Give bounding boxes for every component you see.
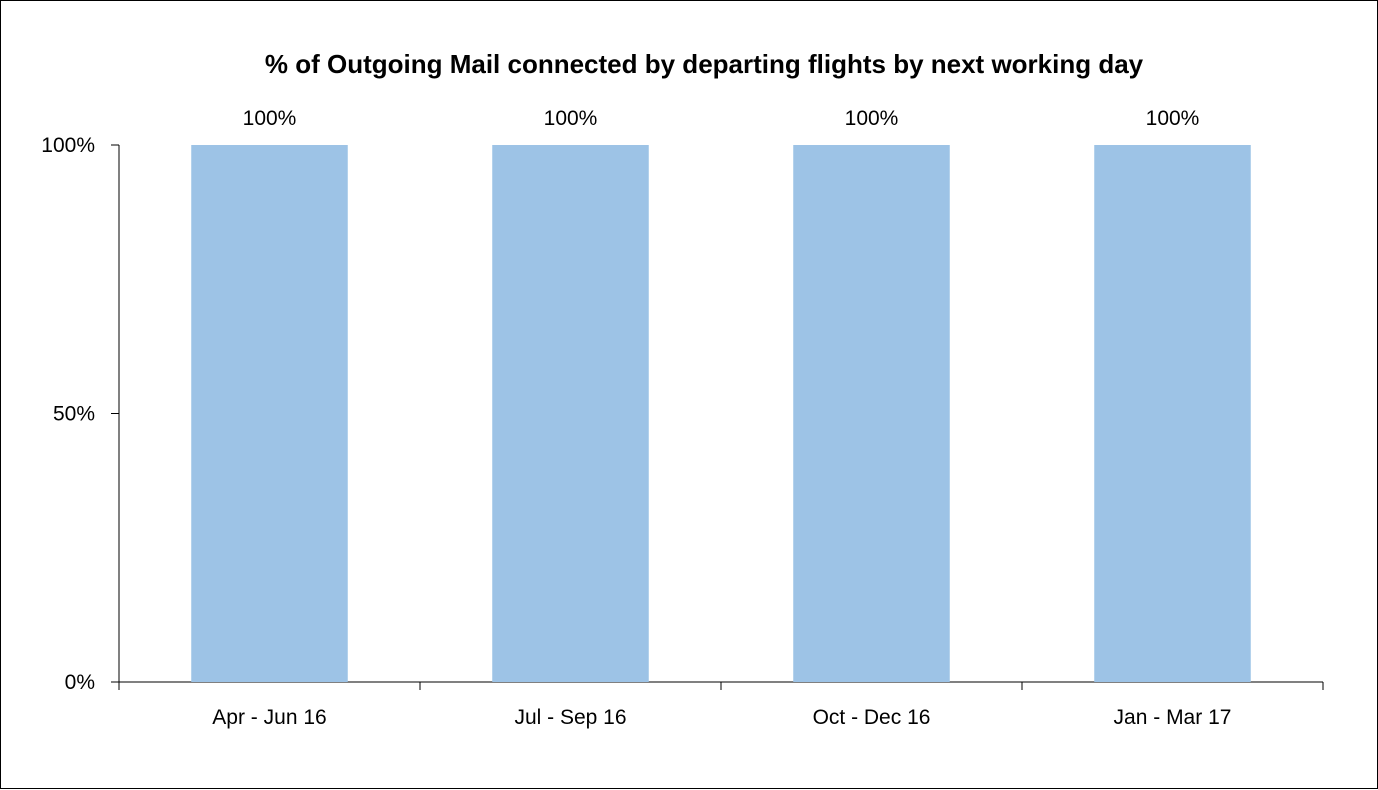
y-tick-label: 50%	[53, 403, 95, 426]
x-tick-label: Apr - Jun 16	[212, 706, 326, 729]
bar	[191, 145, 348, 682]
data-label: 100%	[544, 107, 598, 130]
x-tick-label: Oct - Dec 16	[813, 706, 931, 729]
y-axis: 0% 50% 100%	[41, 134, 120, 694]
bar	[1094, 145, 1251, 682]
x-tick-label: Jan - Mar 17	[1114, 706, 1232, 729]
data-labels: 100% 100% 100% 100%	[243, 107, 1200, 130]
chart-title: % of Outgoing Mail connected by departin…	[265, 49, 1144, 79]
y-tick-label: 0%	[65, 671, 95, 694]
data-label: 100%	[845, 107, 899, 130]
x-tick-label: Jul - Sep 16	[514, 706, 626, 729]
bars	[191, 145, 1251, 682]
data-label: 100%	[243, 107, 297, 130]
bar	[793, 145, 950, 682]
bar	[492, 145, 649, 682]
x-axis: Apr - Jun 16 Jul - Sep 16 Oct - Dec 16 Jan …	[118, 681, 1324, 729]
data-label: 100%	[1146, 107, 1200, 130]
y-tick-label: 100%	[41, 134, 95, 157]
